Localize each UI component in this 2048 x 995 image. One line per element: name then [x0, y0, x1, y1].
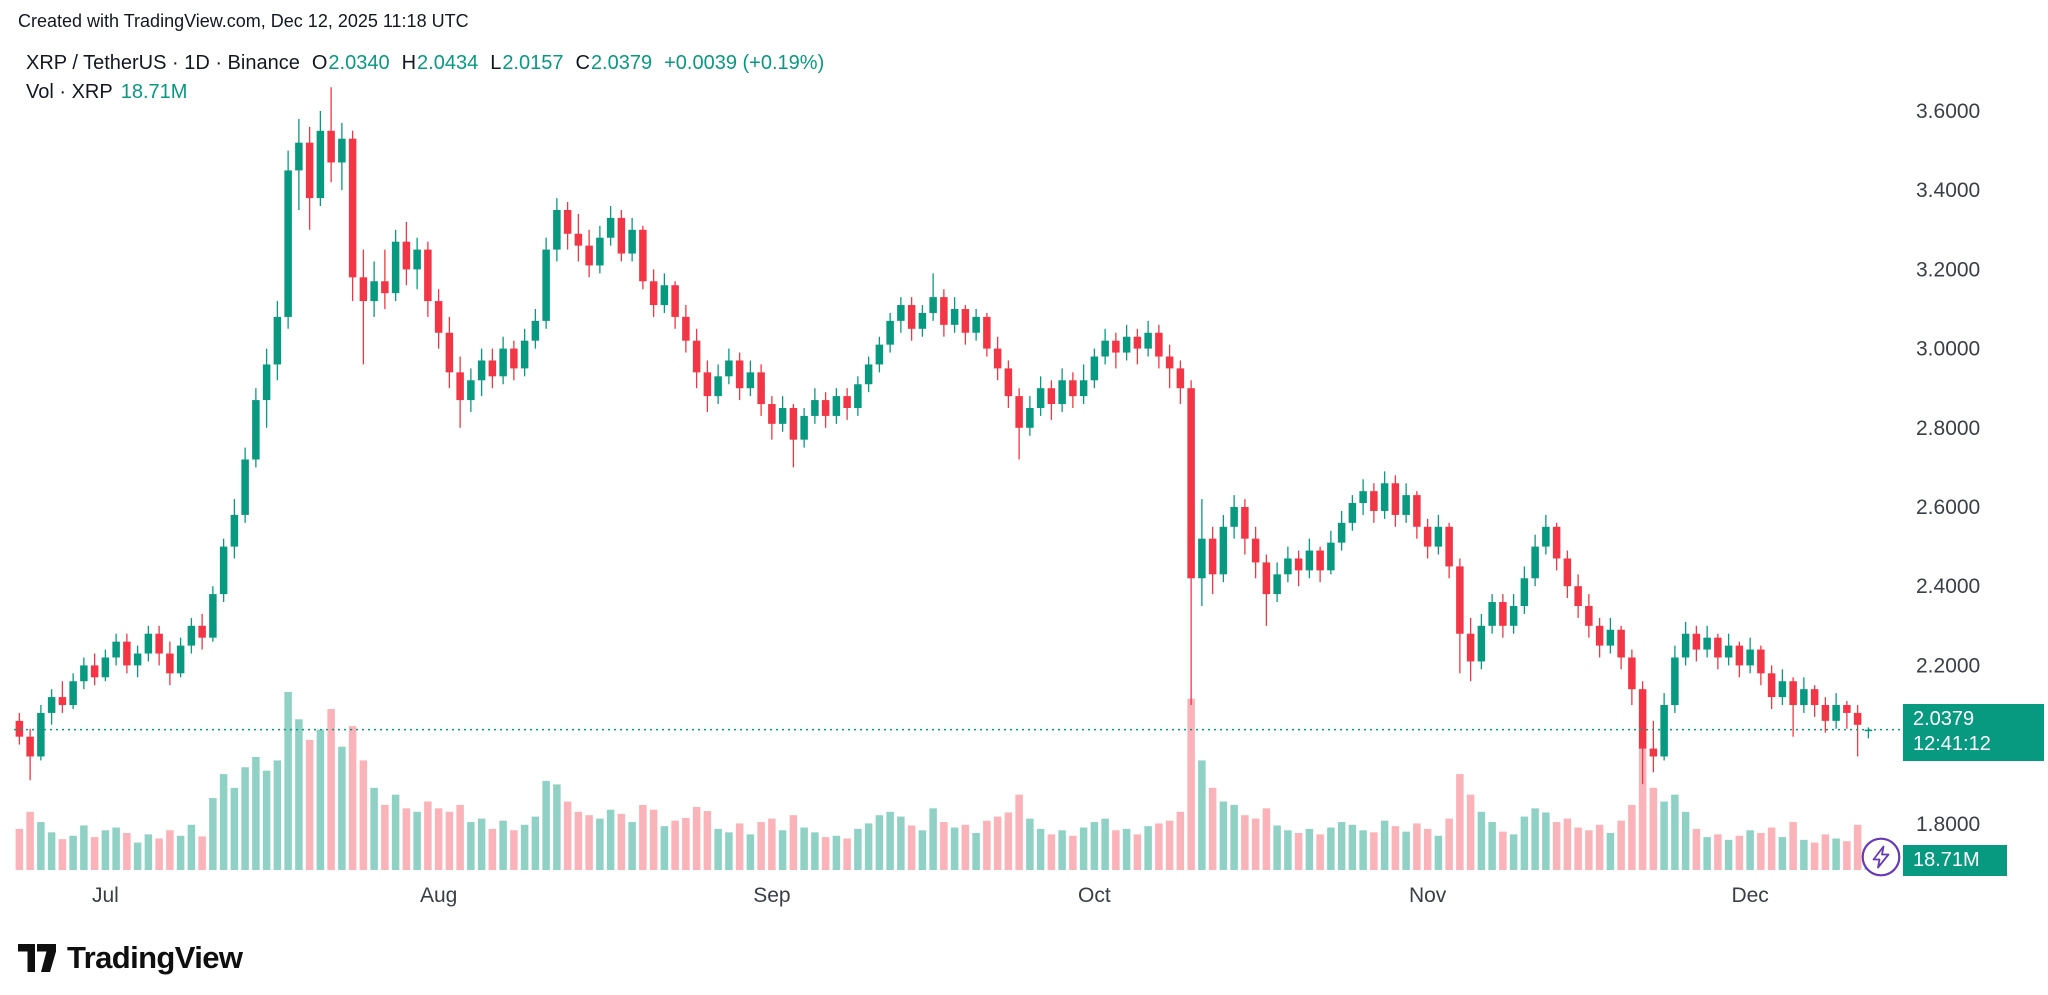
svg-text:3.4000: 3.4000 — [1916, 179, 1980, 202]
tradingview-logo-icon — [18, 944, 56, 972]
svg-text:Sep: Sep — [753, 884, 790, 907]
close-value: 2.0379 — [590, 52, 653, 74]
svg-text:Nov: Nov — [1409, 884, 1447, 907]
svg-text:Aug: Aug — [420, 884, 457, 907]
svg-text:3.6000: 3.6000 — [1916, 100, 1980, 123]
high-label: H — [401, 52, 417, 74]
svg-text:Dec: Dec — [1731, 884, 1768, 907]
svg-text:2.8000: 2.8000 — [1916, 417, 1980, 440]
volume-axis-badge: 18.71M — [1903, 845, 2007, 876]
open-value: 2.0340 — [328, 52, 390, 74]
svg-text:1.8000: 1.8000 — [1916, 813, 1980, 836]
change-value: +0.0039 (+0.19%) — [664, 52, 825, 74]
low-label: L — [490, 52, 502, 74]
current-price-badge: 2.0379 12:41:12 — [1903, 703, 2044, 761]
high-value: 2.0434 — [417, 52, 479, 74]
close-label: C — [575, 52, 590, 74]
symbol-title: XRP / TetherUS · 1D · Binance — [26, 52, 300, 74]
chart-legend: XRP / TetherUS · 1D · Binance O2.0340 H2.0… — [26, 52, 824, 75]
svg-text:Jul: Jul — [92, 884, 119, 907]
tradingview-brand-text: TradingView — [67, 940, 243, 975]
svg-text:3.2000: 3.2000 — [1916, 258, 1980, 281]
low-value: 2.0157 — [502, 52, 564, 74]
tradingview-attribution[interactable]: TradingView — [18, 940, 243, 976]
volume-legend-label: Vol · XRP — [26, 81, 113, 103]
volume-legend: Vol · XRP 18.71M — [26, 81, 187, 104]
lightning-icon — [1861, 837, 1901, 877]
volume-legend-value: 18.71M — [120, 81, 188, 103]
current-price-value: 2.0379 — [1913, 707, 1975, 730]
bar-countdown: 12:41:12 — [1913, 732, 1991, 755]
svg-text:3.0000: 3.0000 — [1916, 338, 1980, 361]
snapshot-attribution-text: Created with TradingView.com, Dec 12, 20… — [18, 11, 469, 31]
svg-text:2.2000: 2.2000 — [1916, 654, 1980, 677]
open-label: O — [311, 52, 328, 74]
flash-button[interactable] — [1860, 836, 1902, 878]
svg-text:Oct: Oct — [1078, 884, 1111, 907]
svg-text:2.4000: 2.4000 — [1916, 575, 1980, 598]
svg-text:2.6000: 2.6000 — [1916, 496, 1980, 519]
